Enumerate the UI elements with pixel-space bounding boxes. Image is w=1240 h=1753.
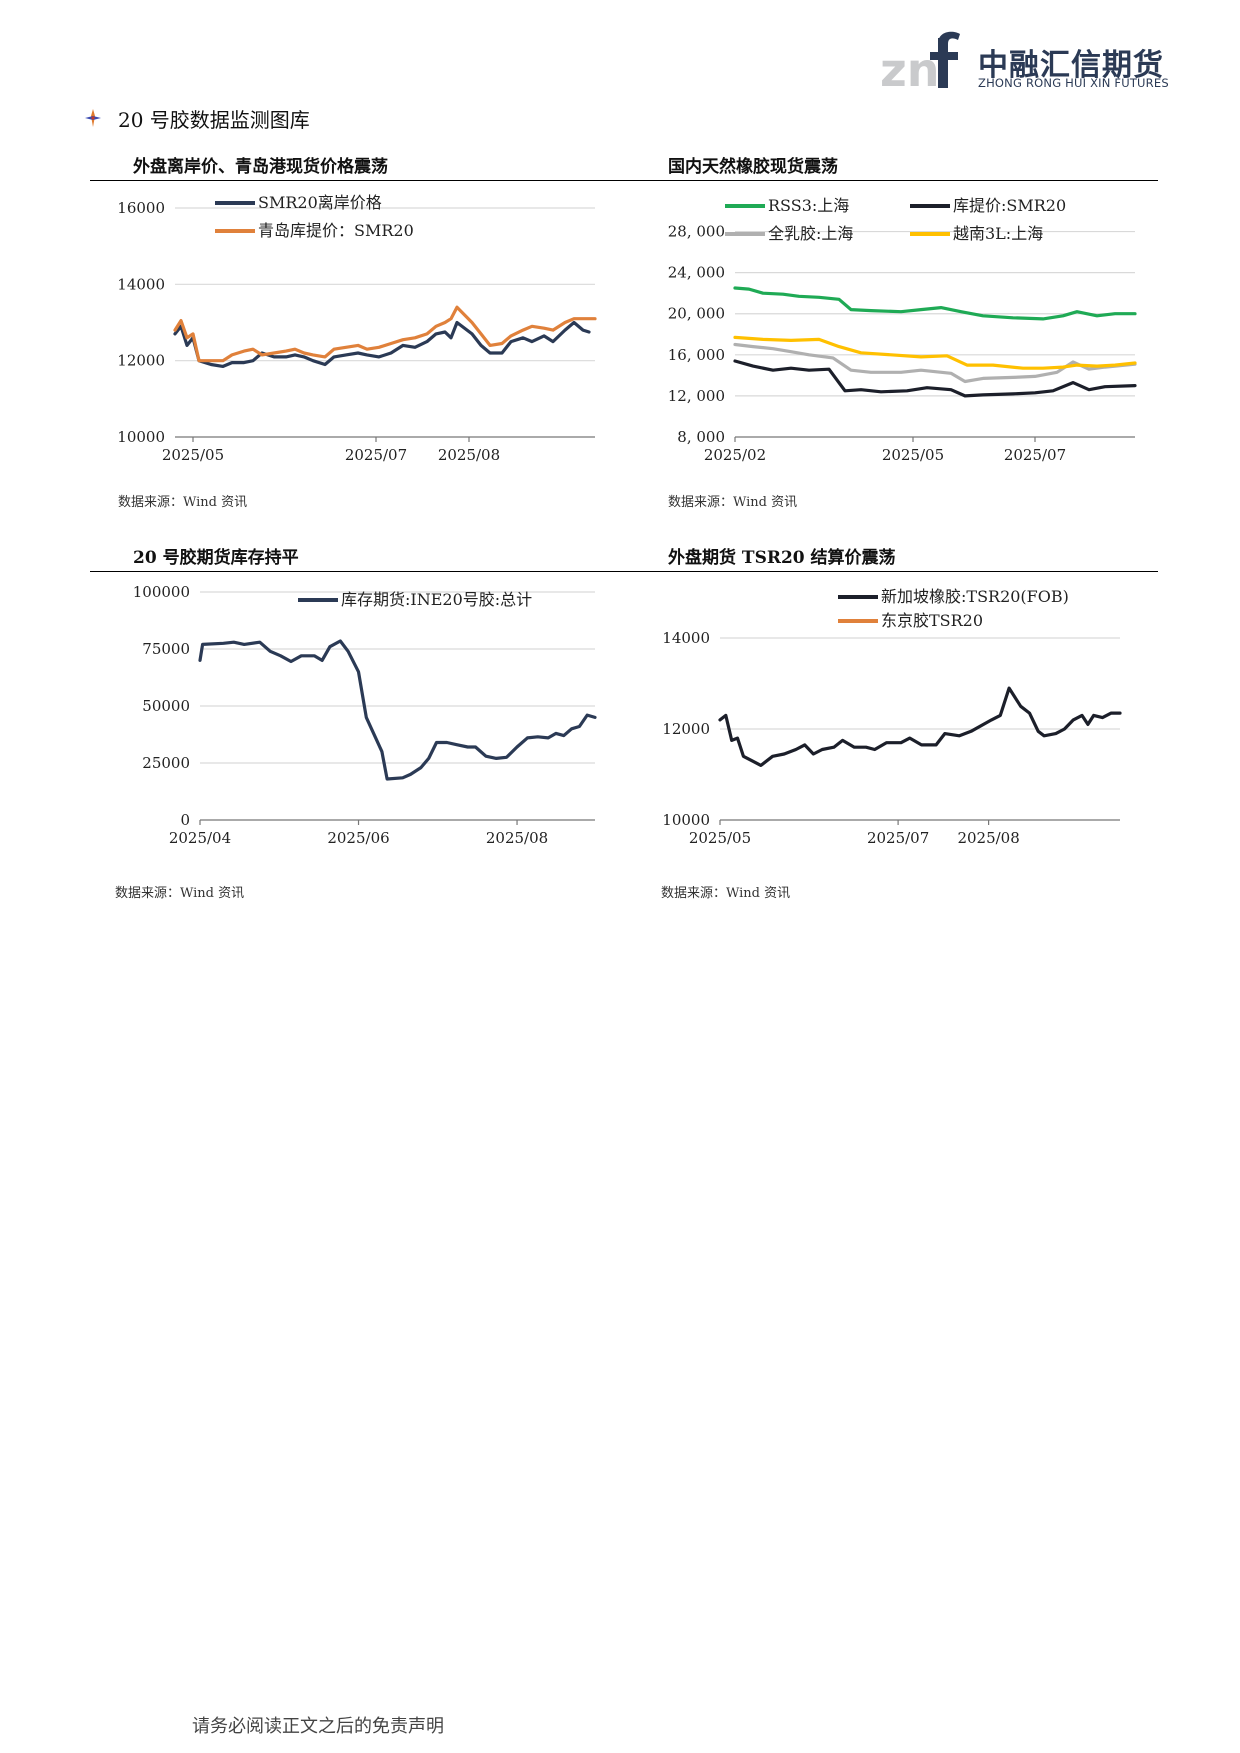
- y-tick-label: 100000: [133, 583, 190, 601]
- chart-offshore-price-svg: 10000 12000 14000 16000 2025/05 2025/07 2025/0…: [117, 193, 597, 464]
- legend-label: 全乳胶:上海: [768, 224, 853, 243]
- series-line-3: [733, 335, 1137, 370]
- source-inventory: 数据来源：Wind 资讯: [115, 886, 245, 901]
- x-tick-label: 2025/04: [169, 829, 231, 847]
- x-tick-label: 2025/08: [957, 829, 1019, 847]
- x-tick-label: 2025/05: [162, 446, 224, 464]
- y-tick-label: 12000: [117, 352, 165, 370]
- y-tick-label: 25000: [142, 754, 190, 772]
- section-title: 20 号胶数据监测图库: [84, 104, 310, 132]
- title-rule-bottom: [90, 571, 1158, 572]
- y-tick-label: 16000: [117, 199, 165, 217]
- series-line-0: [173, 320, 591, 368]
- chart-title-offshore-price: 外盘离岸价、青岛港现货价格震荡: [133, 157, 388, 177]
- y-tick-label: 28, 000: [668, 223, 725, 241]
- x-tick-label: 2025/07: [867, 829, 929, 847]
- logo-mark: zn: [880, 31, 960, 97]
- chart-title-domestic-spot: 国内天然橡胶现货震荡: [668, 157, 838, 177]
- legend-label: 库存期货:INE20号胶:总计: [341, 590, 532, 609]
- series-line-1: [173, 305, 597, 363]
- y-tick-label: 8, 000: [677, 428, 725, 446]
- x-tick-label: 2025/05: [882, 446, 944, 464]
- legend-label: SMR20离岸价格: [258, 193, 382, 212]
- legend-label: RSS3:上海: [768, 196, 849, 215]
- chart-inventory: 0 25000 50000 75000 100000 2025/04 2025/06 2025…: [90, 580, 610, 874]
- title-rule-top: [90, 180, 1158, 181]
- section-bullet-icon: [85, 109, 101, 127]
- source-tsr20: 数据来源：Wind 资讯: [661, 886, 791, 901]
- y-tick-label: 14000: [117, 275, 165, 293]
- y-tick-label: 0: [180, 811, 190, 829]
- y-tick-label: 50000: [142, 697, 190, 715]
- x-tick-label: 2025/06: [327, 829, 389, 847]
- company-logo: zn 中融汇信期货 ZHONG RONG HUI XIN FUTURES: [880, 28, 1170, 97]
- legend-label: 东京胶TSR20: [881, 611, 983, 630]
- chart-title-tsr20: 外盘期货 TSR20 结算价震荡: [668, 548, 896, 568]
- chart-title-inventory: 20 号胶期货库存持平: [133, 548, 299, 568]
- y-tick-label: 16, 000: [668, 346, 725, 364]
- series-line-2: [733, 342, 1137, 384]
- chart-tsr20-svg: 10000 12000 14000 2025/05 2025/07 2025/08 新加坡橡…: [662, 587, 1122, 847]
- section-title-text: 20 号胶数据监测图库: [118, 107, 310, 132]
- y-tick-label: 75000: [142, 640, 190, 658]
- x-tick-label: 2025/07: [345, 446, 407, 464]
- legend-label: 青岛库提价：SMR20: [258, 221, 414, 240]
- y-tick-label: 20, 000: [668, 305, 725, 323]
- series-line-0: [198, 639, 597, 781]
- logo-name: 中融汇信期货: [978, 48, 1164, 83]
- chart-tsr20: 10000 12000 14000 2025/05 2025/07 2025/08 新加坡橡…: [630, 580, 1150, 874]
- y-tick-label: 12000: [662, 720, 710, 738]
- source-domestic-spot: 数据来源：Wind 资讯: [668, 495, 798, 510]
- chart-inventory-svg: 0 25000 50000 75000 100000 2025/04 2025/06 2025…: [133, 583, 597, 847]
- logo-subtitle: ZHONG RONG HUI XIN FUTURES: [978, 76, 1169, 90]
- y-tick-label: 24, 000: [668, 264, 725, 282]
- chart-domestic-spot-svg: 8, 000 12, 000 16, 000 20, 000 24, 000 28, 00…: [668, 196, 1137, 464]
- y-tick-label: 12, 000: [668, 387, 725, 405]
- x-tick-label: 2025/08: [438, 446, 500, 464]
- source-offshore-price: 数据来源：Wind 资讯: [118, 495, 248, 510]
- series-line-1: [733, 359, 1137, 398]
- series-line-0: [733, 286, 1137, 321]
- x-tick-label: 2025/02: [704, 446, 766, 464]
- y-tick-label: 10000: [117, 428, 165, 446]
- legend-label: 新加坡橡胶:TSR20(FOB): [881, 587, 1069, 606]
- legend-label: 库提价:SMR20: [953, 196, 1066, 215]
- svg-text:zn: zn: [880, 43, 940, 94]
- chart-domestic-spot: 8, 000 12, 000 16, 000 20, 000 24, 000 28, 00…: [630, 186, 1150, 480]
- disclaimer-footer: 请务必阅读正文之后的免责声明: [192, 1716, 444, 1737]
- series-line-0: [718, 686, 1122, 767]
- legend-label: 越南3L:上海: [953, 224, 1043, 243]
- x-tick-label: 2025/05: [689, 829, 751, 847]
- y-tick-label: 10000: [662, 811, 710, 829]
- chart-offshore-price: 10000 12000 14000 16000 2025/05 2025/07 2025/0…: [90, 186, 610, 480]
- x-tick-label: 2025/08: [486, 829, 548, 847]
- y-tick-label: 14000: [662, 629, 710, 647]
- x-tick-label: 2025/07: [1004, 446, 1066, 464]
